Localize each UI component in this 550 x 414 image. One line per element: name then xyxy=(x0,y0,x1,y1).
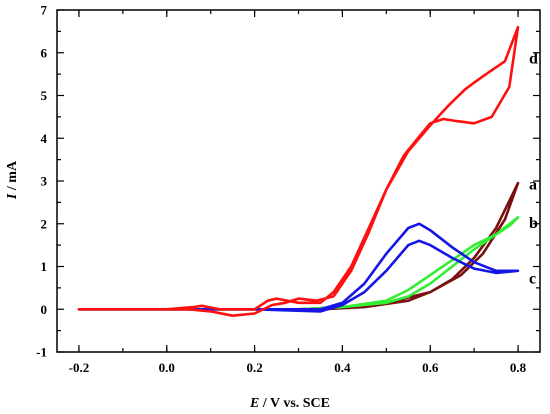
y-tick-label: 1 xyxy=(41,259,48,274)
y-tick-label: 4 xyxy=(41,131,48,146)
curve-labels: a b c d xyxy=(529,50,538,287)
y-tick-label: 7 xyxy=(41,3,48,18)
curve-d xyxy=(77,25,520,317)
x-axis-title-rest: / V vs. SCE xyxy=(259,396,330,411)
y-tick-label: 5 xyxy=(41,88,48,103)
x-tick-label: 0.2 xyxy=(246,360,262,375)
y-axis-title-rest: / mA xyxy=(5,160,20,194)
y-tick-label: 6 xyxy=(41,45,48,60)
y-axis-title: I / mA xyxy=(5,160,20,200)
x-tick-label: 0.4 xyxy=(334,360,351,375)
x-axis-title-italic: E xyxy=(249,396,259,411)
curve-label-d: d xyxy=(529,50,538,67)
y-tick-label: 2 xyxy=(41,216,48,231)
x-tick-label: 0.0 xyxy=(159,360,175,375)
curve-label-a: a xyxy=(529,177,537,194)
axis-tick-labels: -0.2 0.0 0.2 0.4 0.6 0.8 -1 0 1 2 3 4 5 6 7 xyxy=(36,3,527,376)
y-axis-title-italic: I xyxy=(5,193,20,200)
x-tick-label: 0.8 xyxy=(510,360,527,375)
curve-c xyxy=(77,222,520,313)
y-tick-label: -1 xyxy=(36,345,47,360)
y-tick-label: 3 xyxy=(41,174,48,189)
x-tick-label: -0.2 xyxy=(69,360,90,375)
plot-frame xyxy=(56,9,541,353)
x-axis-title: E / V vs. SCE xyxy=(249,396,330,411)
axis-ticks xyxy=(57,9,540,353)
y-tick-label: 0 xyxy=(41,302,48,317)
curve-b xyxy=(77,216,520,311)
curves xyxy=(77,25,520,317)
x-tick-label: 0.6 xyxy=(422,360,439,375)
curve-label-b: b xyxy=(529,215,538,232)
curve-label-c: c xyxy=(529,271,536,288)
